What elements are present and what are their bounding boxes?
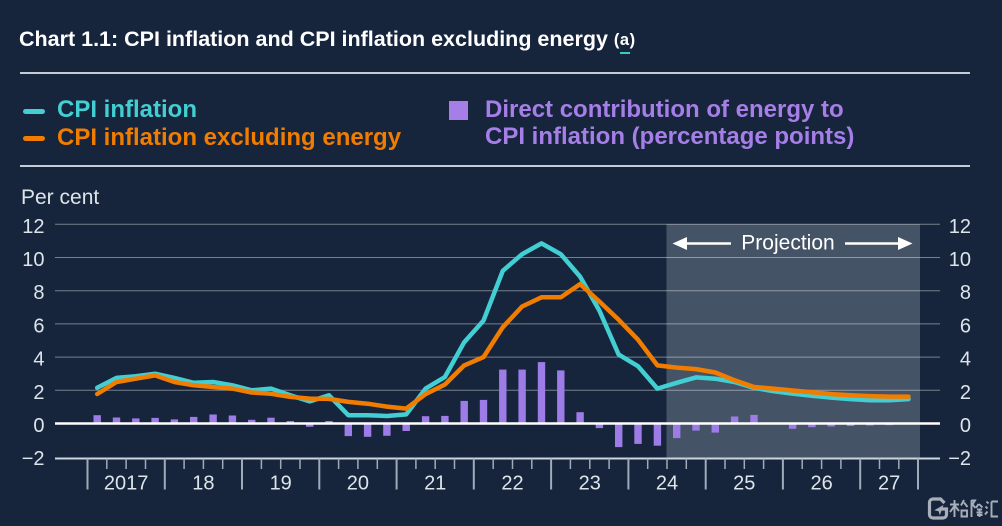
- svg-text:12: 12: [949, 216, 971, 238]
- svg-text:8: 8: [33, 282, 44, 304]
- svg-text:−2: −2: [22, 448, 45, 470]
- svg-text:12: 12: [22, 216, 44, 238]
- svg-text:21: 21: [424, 473, 446, 495]
- svg-text:Projection: Projection: [741, 232, 834, 255]
- svg-text:24: 24: [656, 473, 678, 495]
- svg-text:25: 25: [733, 473, 755, 495]
- svg-text:2: 2: [33, 382, 44, 404]
- svg-text:10: 10: [949, 249, 971, 271]
- svg-text:6: 6: [960, 315, 971, 337]
- svg-text:22: 22: [501, 473, 523, 495]
- svg-text:4: 4: [33, 349, 44, 371]
- svg-text:2017: 2017: [104, 473, 149, 495]
- svg-text:2: 2: [960, 382, 971, 404]
- svg-text:6: 6: [33, 315, 44, 337]
- svg-text:27: 27: [878, 473, 900, 495]
- svg-text:8: 8: [960, 282, 971, 304]
- svg-text:26: 26: [810, 473, 832, 495]
- svg-text:18: 18: [192, 473, 214, 495]
- svg-text:19: 19: [270, 473, 292, 495]
- svg-text:10: 10: [22, 249, 44, 271]
- svg-text:−2: −2: [948, 448, 971, 470]
- svg-text:20: 20: [347, 473, 369, 495]
- svg-text:0: 0: [960, 415, 971, 437]
- svg-text:23: 23: [579, 473, 601, 495]
- svg-text:0: 0: [33, 415, 44, 437]
- svg-text:4: 4: [960, 349, 971, 371]
